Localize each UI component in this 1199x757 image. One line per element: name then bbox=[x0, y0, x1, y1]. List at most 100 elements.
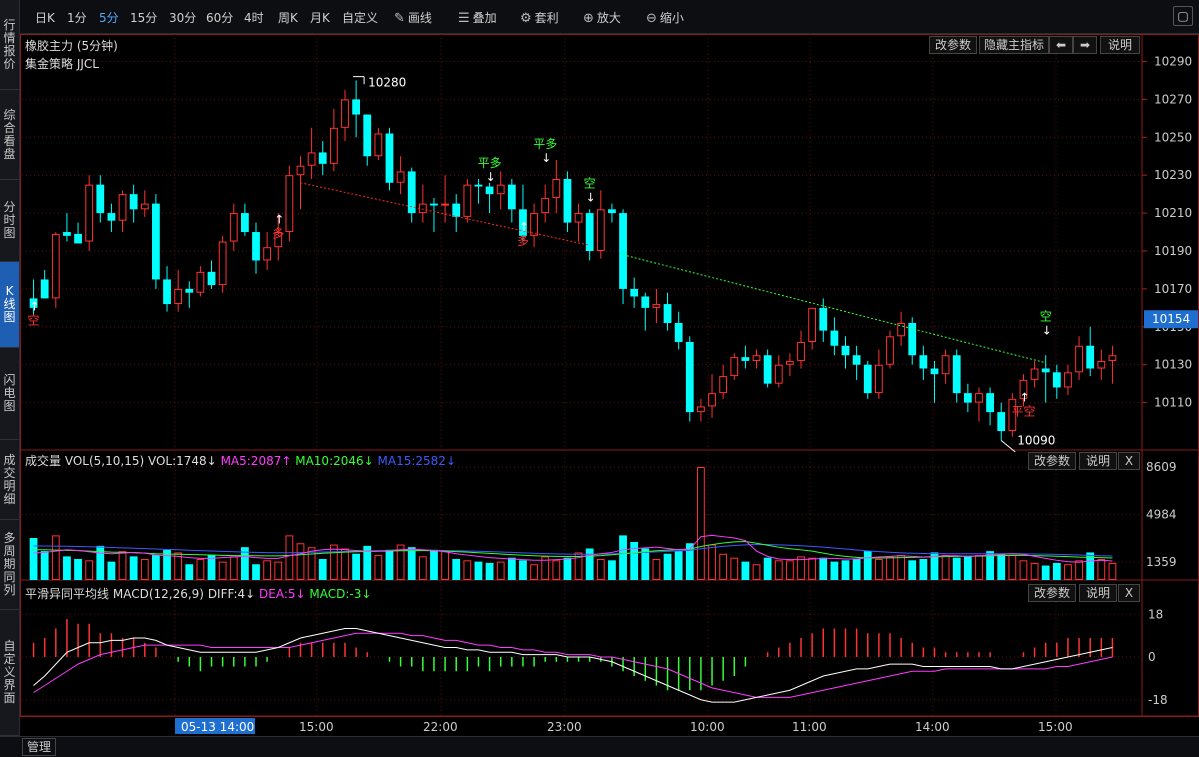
macd-help-button[interactable]: 说明 bbox=[1079, 584, 1117, 602]
volume-bar bbox=[897, 555, 906, 580]
volume-ma15-line bbox=[33, 544, 1113, 557]
trade-signal: ↑空 bbox=[28, 299, 40, 327]
scroll-left-button[interactable]: ⬅ bbox=[1049, 36, 1073, 54]
candle-body bbox=[797, 341, 805, 361]
volume-bar bbox=[886, 556, 894, 580]
params-button[interactable]: 改参数 bbox=[929, 36, 977, 54]
volume-bar bbox=[174, 552, 183, 581]
volume-bar bbox=[1019, 560, 1028, 580]
candle-body bbox=[630, 288, 639, 297]
sidebar-tab-4[interactable]: 闪电图 bbox=[0, 348, 19, 440]
kline-chart[interactable]: 1029010270102501023010210101901017010150… bbox=[20, 34, 1199, 736]
candle-body bbox=[63, 232, 71, 236]
volume-bar bbox=[29, 537, 38, 580]
low-marker bbox=[1000, 440, 1016, 453]
time-axis-label: 10:00 bbox=[690, 720, 725, 734]
tool-zoom-out[interactable]: ⊖ 缩小 bbox=[646, 9, 684, 26]
volume-params-button[interactable]: 改参数 bbox=[1028, 452, 1076, 470]
tool-stack[interactable]: ☰ 叠加 bbox=[458, 9, 497, 26]
window-restore-icon[interactable]: ▢ bbox=[1173, 6, 1193, 26]
volume-bar bbox=[163, 549, 171, 580]
volume-bar bbox=[252, 564, 260, 580]
price-tick-label: 10170 bbox=[1154, 282, 1192, 296]
volume-bar bbox=[441, 551, 449, 580]
candle-body bbox=[952, 355, 961, 394]
volume-bar bbox=[96, 545, 105, 580]
tool-zoom-in[interactable]: ⊕ 放大 bbox=[583, 9, 621, 26]
period-5[interactable]: 60分 bbox=[206, 11, 234, 25]
volume-help-button[interactable]: 说明 bbox=[1079, 452, 1117, 470]
candle-body bbox=[174, 288, 183, 305]
strategy-label: 集金策略 JJCL bbox=[25, 57, 99, 71]
macd-params-button[interactable]: 改参数 bbox=[1028, 584, 1076, 602]
dea-line bbox=[33, 632, 1113, 698]
candle-body bbox=[463, 184, 472, 217]
period-4[interactable]: 30分 bbox=[169, 11, 197, 25]
volume-bar bbox=[852, 558, 861, 580]
trade-signal: ↓平多 bbox=[478, 156, 502, 184]
volume-bar bbox=[374, 555, 383, 580]
candle-body bbox=[129, 194, 138, 210]
volume-close-button[interactable]: X bbox=[1118, 452, 1140, 470]
volume-bar bbox=[1064, 564, 1072, 580]
candle-body bbox=[741, 357, 750, 361]
sidebar-tab-7[interactable]: 自定义界面 bbox=[0, 610, 19, 736]
volume-bar bbox=[697, 467, 705, 580]
price-tick-label: 10270 bbox=[1154, 92, 1192, 106]
period-8[interactable]: 月K bbox=[310, 11, 330, 25]
candle-body bbox=[530, 213, 538, 236]
volume-bar bbox=[752, 564, 761, 580]
arrow-up-icon: ↑ bbox=[1019, 390, 1029, 404]
period-9[interactable]: 自定义 bbox=[342, 11, 379, 25]
volume-bar bbox=[975, 555, 983, 580]
volume-tick-label: 1359 bbox=[1146, 555, 1177, 569]
volume-bar bbox=[719, 553, 728, 581]
candle-body bbox=[396, 171, 405, 183]
sidebar-tab-1[interactable]: 综合看盘 bbox=[0, 90, 19, 180]
time-axis-label: 14:00 bbox=[915, 720, 950, 734]
tool-pencil[interactable]: ✎ 画线 bbox=[394, 9, 432, 26]
sidebar-tab-5[interactable]: 成交明细 bbox=[0, 440, 19, 520]
volume-bar bbox=[285, 535, 294, 580]
sidebar-tab-3[interactable]: K线图 bbox=[0, 262, 19, 348]
volume-bar bbox=[318, 558, 327, 580]
volume-ma10: MA10:2046↓ bbox=[295, 454, 374, 468]
sidebar-tab-label: 成交明细 bbox=[3, 452, 16, 506]
pencil-icon: ✎ bbox=[394, 11, 405, 26]
candle-body bbox=[774, 364, 783, 384]
time-axis-label: 11:00 bbox=[792, 720, 827, 734]
help-button[interactable]: 说明 bbox=[1100, 36, 1140, 54]
tool-arbitrage[interactable]: ⚙ 套利 bbox=[520, 9, 559, 26]
sidebar-tab-6[interactable]: 多周期同列 bbox=[0, 520, 19, 610]
macd-close-button[interactable]: X bbox=[1118, 584, 1140, 602]
trade-signal: ↑多 bbox=[272, 212, 284, 240]
hide-main-indicator-button[interactable]: 隐藏主指标 bbox=[979, 36, 1049, 54]
period-1[interactable]: 1分 bbox=[67, 11, 87, 25]
volume-bar bbox=[585, 548, 594, 580]
period-6[interactable]: 4时 bbox=[244, 11, 264, 25]
volume-bar bbox=[363, 545, 372, 580]
candle-body bbox=[363, 114, 372, 157]
volume-bar bbox=[152, 555, 160, 580]
price-tick-label: 10210 bbox=[1154, 206, 1192, 220]
volume-bar bbox=[596, 558, 605, 580]
period-7[interactable]: 周K bbox=[278, 11, 298, 25]
left-tab-bar: 行情报价 综合看盘 分时图 K线图 闪电图成交明细多周期同列 自定义界面 bbox=[0, 0, 20, 736]
volume-bar bbox=[1108, 562, 1117, 580]
scroll-right-button[interactable]: ➡ bbox=[1073, 36, 1097, 54]
candle-body bbox=[341, 99, 349, 128]
volume-bar bbox=[997, 553, 1006, 580]
manage-button[interactable]: 管理 bbox=[22, 738, 57, 756]
period-0[interactable]: 日K bbox=[35, 11, 55, 25]
candle-body bbox=[29, 298, 38, 308]
tool-label: 放大 bbox=[596, 11, 621, 25]
period-2[interactable]: 5分 bbox=[99, 11, 119, 25]
period-3[interactable]: 15分 bbox=[130, 11, 158, 25]
sidebar-tab-0[interactable]: 行情报价 bbox=[0, 0, 19, 90]
sidebar-tab-2[interactable]: 分时图 bbox=[0, 180, 19, 262]
candle-body bbox=[1030, 368, 1039, 380]
volume-bar bbox=[774, 560, 783, 580]
signal-label: 平多 bbox=[533, 137, 557, 151]
arrow-up-icon: ↑ bbox=[274, 212, 284, 226]
candle-body bbox=[274, 232, 283, 248]
